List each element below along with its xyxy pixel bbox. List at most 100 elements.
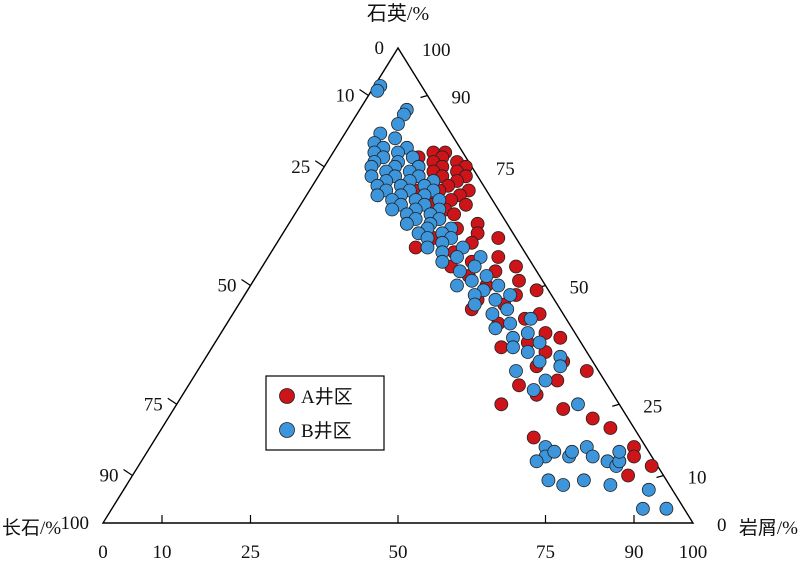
point-b xyxy=(485,307,500,321)
right-edge-tick xyxy=(612,403,620,407)
point-b xyxy=(450,278,464,293)
point-b xyxy=(571,397,585,412)
point-b xyxy=(532,335,547,350)
point-b xyxy=(503,316,518,331)
point-b xyxy=(503,288,518,302)
point-b xyxy=(585,449,600,464)
point-a xyxy=(550,373,565,388)
point-a xyxy=(556,402,571,416)
right-edge-tick xyxy=(656,474,664,479)
point-b xyxy=(520,326,535,340)
axis-label-top: 石英/% xyxy=(367,2,429,25)
point-a xyxy=(644,459,659,473)
point-b xyxy=(526,383,541,397)
point-b xyxy=(636,501,650,516)
point-b xyxy=(529,454,544,469)
left-edge-tick-label: 90 xyxy=(100,466,119,487)
right-edge-tick-label: 10 xyxy=(688,468,707,489)
tick-marks xyxy=(123,89,664,523)
point-b xyxy=(641,482,656,497)
point-b xyxy=(491,278,506,293)
point-b xyxy=(532,354,547,369)
left-edge-tick-label: 0 xyxy=(375,38,385,59)
legend-label-a: A井区 xyxy=(301,386,353,408)
legend-marker-a xyxy=(279,388,295,404)
point-b xyxy=(541,473,556,488)
point-b xyxy=(420,240,435,255)
point-b xyxy=(467,297,482,312)
point-b xyxy=(370,188,385,203)
point-a xyxy=(494,397,509,412)
bottom-edge-tick-label: 100 xyxy=(679,542,708,563)
point-a xyxy=(526,430,541,445)
point-b xyxy=(500,302,515,317)
left-edge-tick xyxy=(314,160,325,168)
point-b xyxy=(479,269,494,283)
right-edge-tick-label: 90 xyxy=(452,88,471,109)
point-b xyxy=(391,117,405,131)
point-b xyxy=(467,259,482,274)
series-b-points xyxy=(364,79,674,516)
left-edge-tick-label: 50 xyxy=(218,276,237,297)
point-a xyxy=(529,283,544,298)
point-b xyxy=(612,444,627,459)
left-edge-tick xyxy=(241,279,251,286)
right-edge-tick-label: 75 xyxy=(496,159,515,180)
right-edge-tick-label: 100 xyxy=(422,40,451,61)
left-edge-tick xyxy=(167,397,178,405)
point-b xyxy=(509,364,523,378)
point-b xyxy=(435,254,450,269)
point-a xyxy=(509,259,523,274)
point-b xyxy=(488,321,503,336)
point-b xyxy=(452,264,467,279)
point-a xyxy=(458,197,473,212)
point-b xyxy=(385,202,400,217)
legend: A井区 B井区 xyxy=(265,375,385,451)
point-b xyxy=(577,473,591,488)
point-b xyxy=(520,345,535,359)
point-b xyxy=(370,83,385,98)
left-edge-tick-label: 100 xyxy=(61,513,90,534)
bottom-edge-tick-label: 50 xyxy=(389,542,408,563)
right-edge-tick-label: 0 xyxy=(717,515,727,536)
right-edge-tick xyxy=(420,94,428,99)
axis-label-right: 岩屑/% xyxy=(739,517,798,539)
point-a xyxy=(603,421,618,435)
right-edge-tick-label: 50 xyxy=(570,278,589,299)
point-b xyxy=(538,373,553,388)
point-a xyxy=(579,364,594,378)
right-edge-tick-label: 25 xyxy=(643,396,662,417)
point-a xyxy=(627,449,641,464)
point-a xyxy=(553,330,568,345)
point-a xyxy=(491,250,506,264)
point-a xyxy=(621,468,635,483)
left-edge-tick-label: 10 xyxy=(336,86,355,107)
point-a xyxy=(512,273,526,288)
bottom-edge-tick-label: 0 xyxy=(98,542,108,563)
point-b xyxy=(659,501,674,516)
point-b xyxy=(523,311,538,326)
series-a-points xyxy=(399,145,659,483)
point-a xyxy=(494,340,509,355)
point-b xyxy=(464,273,479,288)
legend-label-b: B井区 xyxy=(301,420,352,442)
point-b xyxy=(488,292,503,307)
point-a xyxy=(512,378,526,393)
point-a xyxy=(491,231,506,245)
point-b xyxy=(565,444,579,459)
point-b xyxy=(547,444,562,459)
point-a xyxy=(585,411,600,426)
left-edge-tick xyxy=(359,89,369,96)
bottom-edge-tick-label: 90 xyxy=(625,542,644,563)
point-b xyxy=(399,216,414,231)
bottom-edge-tick-label: 25 xyxy=(241,542,260,563)
point-b xyxy=(450,250,464,264)
legend-marker-b xyxy=(279,422,295,438)
bottom-edge-tick-label: 75 xyxy=(536,542,555,563)
point-b xyxy=(603,478,618,492)
left-edge-tick-label: 75 xyxy=(144,394,163,415)
point-b xyxy=(506,340,520,355)
point-a xyxy=(447,207,462,222)
